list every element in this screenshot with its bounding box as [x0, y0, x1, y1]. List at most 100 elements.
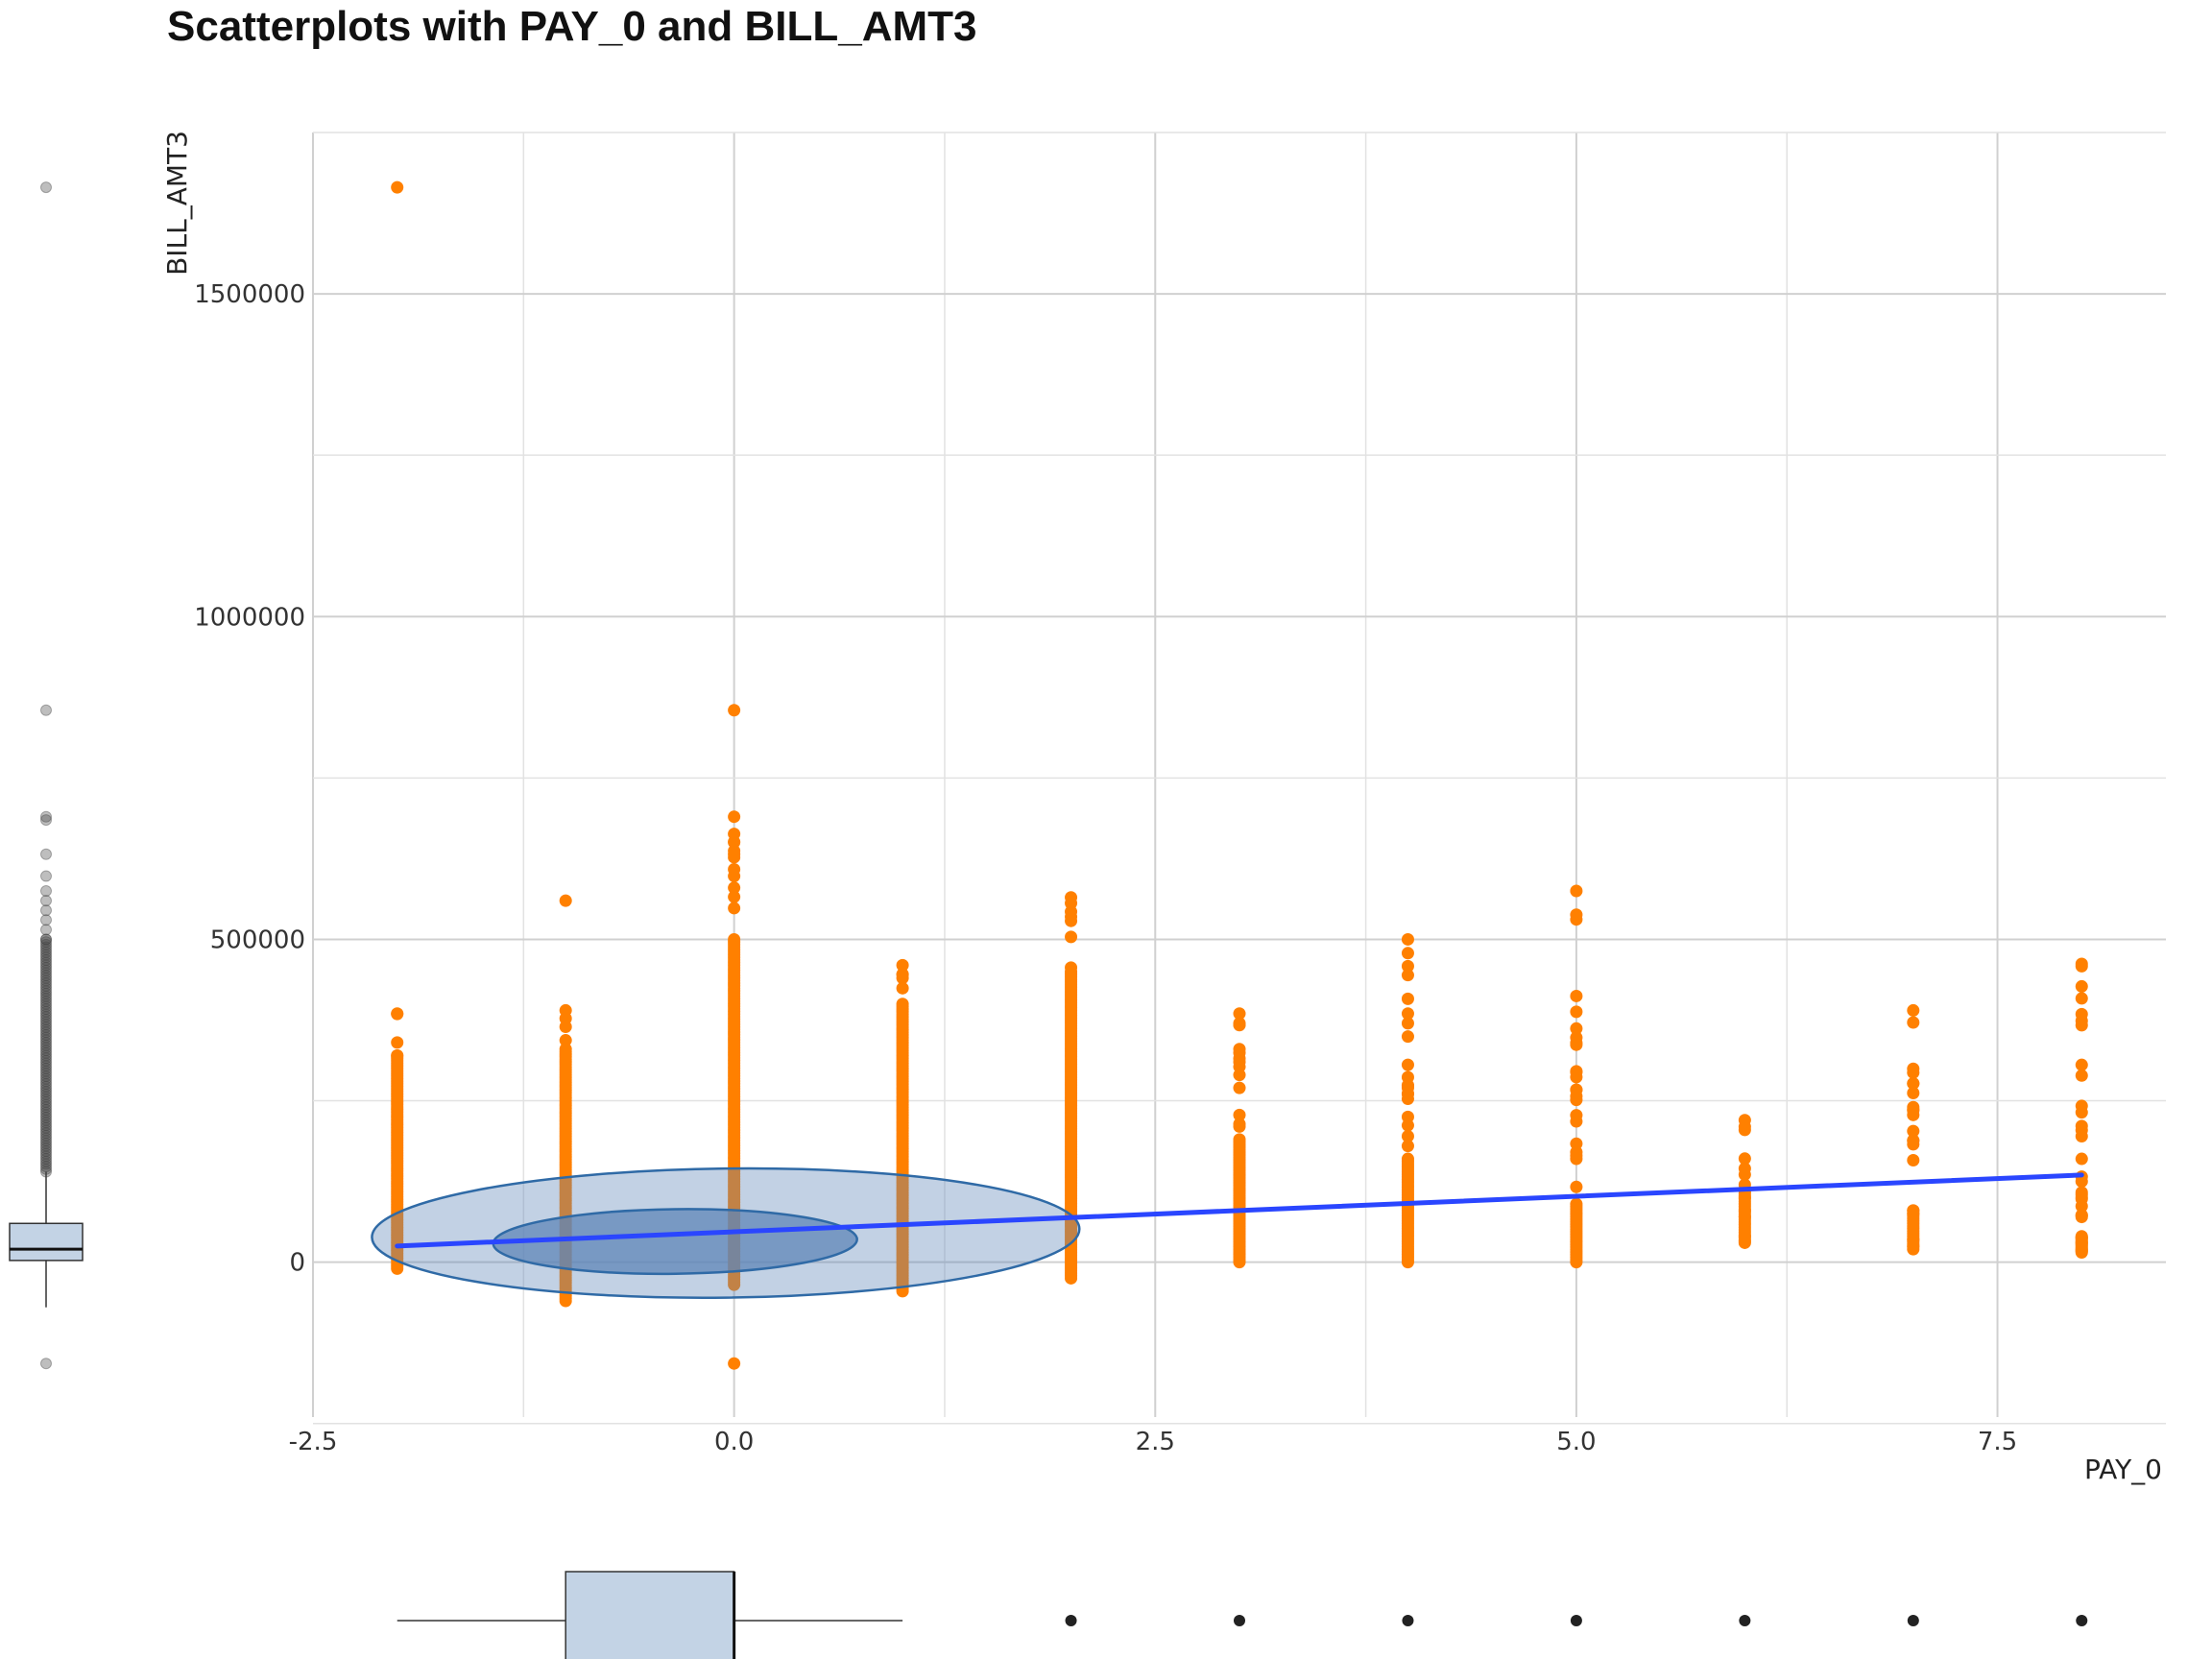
y-box-outlier [40, 1088, 52, 1100]
data-point [1401, 1081, 1414, 1094]
y-axis-label: BILL_AMT3 [161, 131, 193, 276]
y-box-outlier [40, 1049, 52, 1062]
y-box-outlier [40, 1060, 52, 1072]
x-tick-label: 7.5 [1978, 1428, 2017, 1456]
y-box-outlier [40, 1062, 52, 1074]
data-point [391, 1036, 404, 1049]
y-marginal-boxplot [9, 181, 84, 1370]
y-box-outlier [40, 1155, 52, 1167]
y-box-outlier [40, 944, 52, 956]
x-box-outlier [1907, 1615, 1919, 1626]
data-point [1233, 1055, 1246, 1069]
data-point [1570, 908, 1583, 922]
y-box-outlier [40, 1142, 52, 1155]
data-point [1570, 1065, 1583, 1078]
y-tick-label: 1500000 [194, 280, 305, 309]
data-point [1738, 1162, 1751, 1175]
data-point [2075, 1069, 2088, 1082]
x-box-outlier [1739, 1615, 1751, 1626]
x-axis-label: PAY_0 [2084, 1454, 2162, 1485]
y-box-outlier [40, 895, 52, 907]
data-point [1738, 1123, 1751, 1137]
data-point [2075, 1058, 2088, 1071]
data-point [1907, 1134, 1920, 1147]
data-point [2075, 1152, 2088, 1166]
y-box-outlier [40, 1163, 52, 1175]
y-box-outlier [40, 1132, 52, 1144]
y-box-outlier [40, 1109, 52, 1121]
data-point [2075, 1130, 2088, 1143]
data-point [1570, 1031, 1583, 1045]
y-box-outlier [40, 967, 52, 979]
data-point [1401, 992, 1414, 1005]
y-box-outlier [40, 810, 52, 823]
data-point [2075, 1019, 2088, 1032]
x-tick-label: 5.0 [1556, 1428, 1596, 1456]
y-box-outlier [40, 1080, 52, 1093]
y-box-outlier [40, 1078, 52, 1091]
data-point [2075, 1244, 2088, 1258]
data-point [1570, 1083, 1583, 1096]
data-point [2075, 1099, 2088, 1113]
y-box-outlier [40, 1117, 52, 1129]
y-box-outlier [40, 1045, 52, 1057]
data-point [1907, 1239, 1920, 1253]
y-box-outlier [40, 974, 52, 987]
y-box-outlier [40, 1121, 52, 1134]
x-tick-label: 0.0 [714, 1428, 754, 1456]
y-tick-label: 0 [289, 1249, 305, 1278]
data-point [1401, 932, 1414, 946]
data-point [559, 1043, 572, 1056]
data-point [1738, 1114, 1751, 1127]
y-box-outlier [40, 914, 52, 926]
y-box-outlier [40, 1083, 52, 1095]
data-point [1401, 947, 1414, 960]
y-box-outlier [40, 1158, 52, 1170]
data-point [391, 180, 404, 194]
y-box-outlier [40, 904, 52, 917]
data-point [728, 902, 741, 915]
data-point [1570, 884, 1583, 898]
y-box-outlier [40, 1147, 52, 1160]
data-point [1570, 1197, 1583, 1211]
y-box-outlier [40, 1098, 52, 1111]
data-point [391, 1007, 404, 1021]
tick-labels: -2.5 0.0 2.5 5.0 7.5 0 500000 1000000 1500000 [194, 280, 2017, 1456]
data-point [1907, 1003, 1920, 1017]
data-point [728, 848, 741, 861]
data-point [1907, 1062, 1920, 1075]
y-box-outlier [40, 1054, 52, 1067]
y-box-outlier [40, 946, 52, 958]
y-box-outlier [40, 1144, 52, 1157]
data-point [728, 932, 741, 946]
data-point [1570, 989, 1583, 1002]
x-box [565, 1571, 735, 1659]
y-box-outlier [40, 1046, 52, 1059]
y-box-outlier [40, 1026, 52, 1039]
data-point [1401, 959, 1414, 973]
y-box-outlier [40, 1003, 52, 1016]
data-point [391, 1048, 404, 1062]
y-box-outlier [40, 970, 52, 982]
data-point [1570, 1005, 1583, 1019]
y-tick-label: 1000000 [194, 603, 305, 632]
data-point [896, 981, 909, 995]
data-point [1907, 1207, 1920, 1220]
y-box-outlier [40, 933, 52, 946]
y-box-outlier [40, 941, 52, 953]
y-box-outlier [40, 1005, 52, 1018]
data-point [1401, 1140, 1414, 1153]
data-point [1738, 1152, 1751, 1166]
data-point [1570, 1180, 1583, 1193]
y-box-outlier [40, 1068, 52, 1080]
y-box-outlier [40, 953, 52, 966]
y-box-outlier [40, 1011, 52, 1023]
y-box-outlier [40, 1000, 52, 1013]
y-box-outlier [40, 1124, 52, 1137]
data-point [1907, 1154, 1920, 1167]
y-box-outlier [40, 982, 52, 995]
data-point [1401, 1110, 1414, 1123]
data-point [1738, 1190, 1751, 1204]
y-box-outlier [40, 1358, 52, 1370]
